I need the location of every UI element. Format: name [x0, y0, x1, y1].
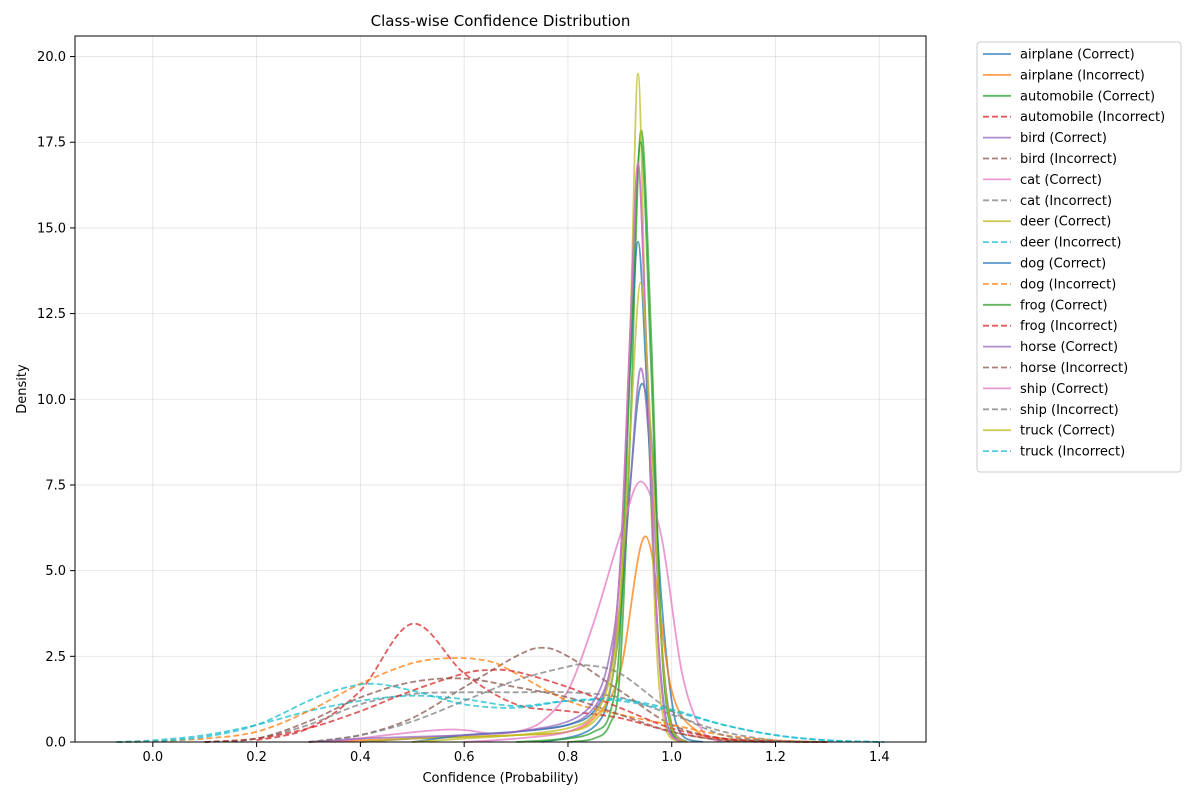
legend-label: truck (Incorrect) — [1020, 445, 1125, 460]
x-tick-label: 0.8 — [558, 750, 579, 765]
series-layer — [116, 72, 885, 743]
legend-label: automobile (Correct) — [1020, 89, 1155, 104]
series-line — [464, 161, 683, 743]
legend-label: deer (Incorrect) — [1020, 236, 1121, 251]
legend-label: ship (Correct) — [1020, 382, 1109, 397]
x-tick-label: 0.0 — [142, 750, 163, 765]
x-tick-label: 1.4 — [869, 750, 890, 765]
series-line — [308, 663, 828, 743]
x-tick-label: 1.2 — [765, 750, 786, 765]
y-tick-label: 10.0 — [37, 393, 66, 408]
legend-label: frog (Incorrect) — [1020, 319, 1118, 334]
y-tick-label: 15.0 — [37, 221, 66, 236]
series-line — [204, 668, 828, 743]
series-line — [116, 657, 828, 743]
x-tick-label: 0.6 — [454, 750, 475, 765]
legend-label: dog (Correct) — [1020, 257, 1106, 272]
y-axis-label: Density — [15, 364, 30, 414]
y-tick-label: 17.5 — [37, 136, 66, 151]
series-line — [541, 382, 704, 743]
series-line — [256, 622, 776, 743]
y-tick-label: 7.5 — [45, 478, 66, 493]
x-axis-label: Confidence (Probability) — [422, 771, 578, 786]
legend-label: airplane (Incorrect) — [1020, 68, 1145, 83]
legend-label: automobile (Incorrect) — [1020, 110, 1165, 125]
series-line — [204, 677, 776, 743]
legend-label: frog (Correct) — [1020, 298, 1108, 313]
legend-label: airplane (Correct) — [1020, 48, 1135, 63]
legend-label: deer (Correct) — [1020, 215, 1111, 230]
legend-label: truck (Correct) — [1020, 424, 1115, 439]
chart-title: Class-wise Confidence Distribution — [371, 12, 631, 30]
series-line — [412, 281, 688, 743]
legend-label: dog (Incorrect) — [1020, 277, 1116, 292]
y-tick-label: 0.0 — [45, 736, 66, 751]
y-tick-label: 20.0 — [37, 50, 66, 65]
series-line — [334, 480, 725, 743]
x-tick-label: 1.0 — [661, 750, 682, 765]
legend-label: bird (Correct) — [1020, 131, 1107, 146]
legend-label: bird (Incorrect) — [1020, 152, 1117, 167]
x-tick-label: 0.4 — [350, 750, 371, 765]
y-axis: 0.0 2.5 5.0 7.5 10.0 12.5 15.0 17.5 20.0 — [37, 50, 75, 751]
legend-label: horse (Incorrect) — [1020, 361, 1128, 376]
y-tick-label: 5.0 — [45, 564, 66, 579]
series-line — [204, 691, 828, 743]
x-axis: 0.0 0.2 0.4 0.6 0.8 1.0 1.2 1.4 — [142, 742, 890, 765]
legend: airplane (Correct) airplane (Incorrect) au… — [976, 41, 1182, 473]
legend-box — [976, 41, 1182, 473]
x-tick-label: 0.2 — [246, 750, 267, 765]
y-tick-label: 2.5 — [45, 650, 66, 665]
series-line — [308, 646, 828, 743]
plot-frame — [74, 35, 927, 743]
legend-label: cat (Correct) — [1020, 173, 1102, 188]
legend-label: horse (Correct) — [1020, 340, 1118, 355]
legend-label: ship (Incorrect) — [1020, 403, 1119, 418]
y-tick-label: 12.5 — [37, 307, 66, 322]
legend-label: cat (Incorrect) — [1020, 194, 1112, 209]
